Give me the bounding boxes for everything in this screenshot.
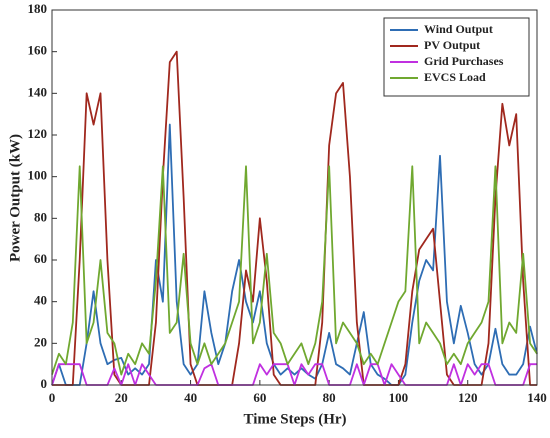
series-line	[52, 50, 537, 386]
y-tick-label: 100	[28, 168, 48, 183]
series-line	[51, 165, 538, 376]
x-tick-label: 60	[253, 390, 266, 405]
x-axis-label: Time Steps (Hr)	[243, 411, 346, 427]
y-tick-label: 20	[34, 334, 47, 349]
y-tick-label: 80	[34, 209, 47, 224]
legend-label: EVCS Load	[424, 70, 486, 84]
x-tick-label: 140	[527, 390, 547, 405]
y-tick-label: 40	[34, 293, 47, 308]
x-tick-label: 80	[323, 390, 336, 405]
y-tick-label: 120	[28, 126, 48, 141]
legend-label: Wind Output	[424, 22, 493, 36]
x-tick-label: 100	[389, 390, 409, 405]
plot-frame	[51, 9, 538, 386]
y-tick-label: 140	[28, 84, 48, 99]
series-line	[51, 123, 538, 386]
x-tick-label: 20	[115, 390, 128, 405]
y-axis-label: Power Output (kW)	[7, 134, 23, 262]
legend-label: Grid Purchases	[424, 54, 504, 68]
y-tick-label: 0	[41, 376, 48, 391]
y-tick-label: 160	[28, 43, 48, 58]
x-tick-label: 120	[458, 390, 478, 405]
y-tick-label: 180	[28, 1, 48, 16]
x-tick-label: 0	[49, 390, 56, 405]
y-tick-label: 60	[34, 251, 47, 266]
x-tick-label: 40	[184, 390, 197, 405]
legend-label: PV Output	[424, 38, 480, 52]
